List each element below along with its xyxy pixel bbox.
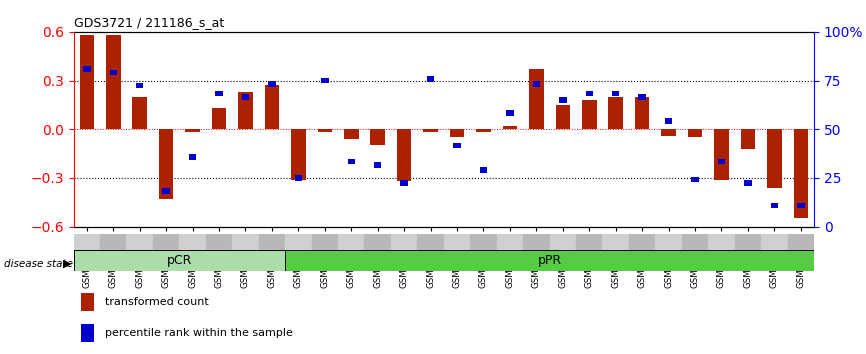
Bar: [453, 143, 461, 148]
Bar: [259, 234, 285, 250]
Bar: [734, 234, 761, 250]
Bar: [106, 35, 120, 129]
Bar: [371, 129, 385, 145]
Bar: [158, 129, 173, 199]
Bar: [609, 97, 623, 129]
Bar: [417, 234, 443, 250]
Bar: [523, 234, 550, 250]
Bar: [761, 234, 787, 250]
Bar: [81, 293, 94, 312]
Bar: [443, 234, 470, 250]
Bar: [688, 129, 702, 137]
Bar: [767, 129, 782, 188]
Bar: [136, 82, 144, 88]
Bar: [507, 110, 514, 116]
Bar: [185, 129, 200, 132]
Bar: [744, 180, 752, 185]
Bar: [497, 234, 523, 250]
Bar: [216, 91, 223, 96]
Bar: [265, 85, 279, 129]
Bar: [793, 129, 808, 218]
Bar: [132, 97, 147, 129]
Bar: [321, 78, 328, 84]
Bar: [232, 234, 259, 250]
Bar: [80, 35, 94, 129]
Bar: [153, 234, 179, 250]
Bar: [476, 129, 491, 132]
Bar: [629, 234, 656, 250]
Bar: [480, 167, 488, 173]
Bar: [238, 92, 253, 129]
Bar: [318, 129, 332, 132]
Bar: [550, 234, 576, 250]
Bar: [529, 69, 544, 129]
Text: GDS3721 / 211186_s_at: GDS3721 / 211186_s_at: [74, 16, 223, 29]
Bar: [797, 202, 805, 208]
Bar: [285, 250, 814, 271]
Bar: [662, 129, 675, 136]
Bar: [163, 188, 170, 194]
Bar: [74, 250, 285, 271]
Bar: [285, 234, 312, 250]
Bar: [612, 91, 619, 96]
Bar: [391, 234, 417, 250]
Bar: [603, 234, 629, 250]
Bar: [206, 234, 232, 250]
Text: pPR: pPR: [538, 254, 562, 267]
Text: ▶: ▶: [63, 259, 72, 269]
Bar: [691, 177, 699, 182]
Bar: [179, 234, 206, 250]
Bar: [374, 162, 381, 168]
Bar: [347, 159, 355, 165]
Bar: [365, 234, 391, 250]
Text: pCR: pCR: [166, 254, 192, 267]
Bar: [656, 234, 682, 250]
Bar: [582, 100, 597, 129]
Bar: [682, 234, 708, 250]
Bar: [556, 105, 570, 129]
Bar: [110, 70, 117, 75]
Bar: [291, 129, 306, 179]
Bar: [427, 76, 435, 82]
Bar: [559, 97, 566, 103]
Bar: [81, 324, 94, 342]
Bar: [268, 81, 275, 87]
Bar: [718, 159, 725, 165]
Bar: [533, 81, 540, 87]
Bar: [665, 118, 672, 124]
Bar: [83, 66, 91, 72]
Bar: [502, 126, 517, 129]
Bar: [312, 234, 338, 250]
Bar: [576, 234, 603, 250]
Bar: [771, 202, 778, 208]
Bar: [126, 234, 153, 250]
Text: percentile rank within the sample: percentile rank within the sample: [105, 328, 293, 338]
Bar: [470, 234, 497, 250]
Bar: [708, 234, 734, 250]
Bar: [740, 129, 755, 149]
Bar: [189, 154, 197, 160]
Bar: [635, 97, 650, 129]
Bar: [294, 175, 302, 181]
Bar: [423, 129, 438, 132]
Bar: [400, 180, 408, 185]
Bar: [714, 129, 729, 179]
Bar: [212, 108, 226, 129]
Bar: [787, 234, 814, 250]
Bar: [638, 94, 646, 99]
Bar: [449, 129, 464, 137]
Text: disease state: disease state: [4, 259, 74, 269]
Text: transformed count: transformed count: [105, 297, 209, 307]
Bar: [242, 94, 249, 99]
Bar: [585, 91, 593, 96]
Bar: [338, 234, 365, 250]
Bar: [74, 234, 100, 250]
Bar: [397, 129, 411, 181]
Bar: [344, 129, 359, 139]
Bar: [100, 234, 126, 250]
